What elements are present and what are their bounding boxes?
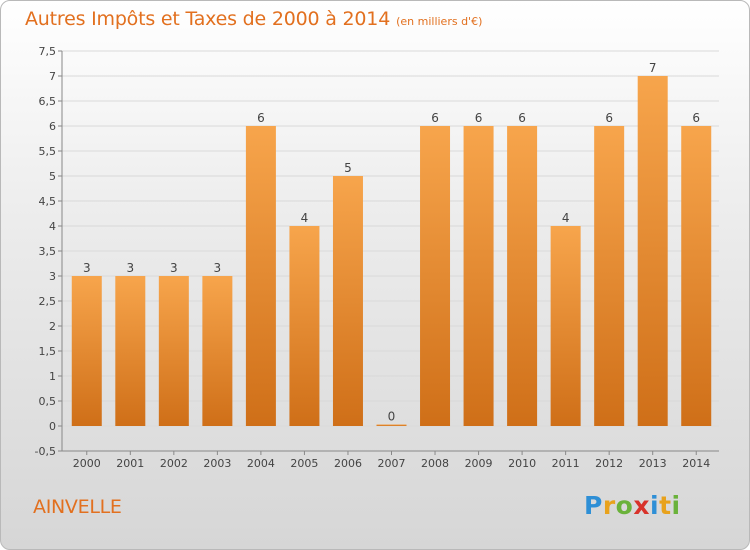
y-tick-label: 3,5 (39, 245, 57, 258)
y-tick-label: 1 (49, 370, 56, 383)
x-tick-label: 2006 (334, 457, 362, 470)
x-tick-label: 2013 (639, 457, 667, 470)
bar (681, 126, 712, 426)
x-tick-label: 2002 (160, 457, 188, 470)
data-label: 3 (170, 261, 178, 275)
data-label: 3 (214, 261, 222, 275)
x-tick-label: 2004 (247, 457, 275, 470)
proxiti-logo: Proxiti (584, 491, 681, 520)
data-label: 0 (388, 410, 396, 424)
data-label: 3 (83, 261, 91, 275)
bar (637, 76, 668, 426)
y-tick-label: 7 (49, 70, 56, 83)
y-tick-label: 2 (49, 320, 56, 333)
bar (71, 276, 102, 426)
y-tick-label: 0,5 (39, 395, 57, 408)
x-tick-label: 2014 (682, 457, 710, 470)
bar (507, 126, 538, 426)
y-tick-labels: -0,5 0 0,5 1 1,5 2 2,5 3 3,5 4 4,5 5 5,5 6 6,5 7 7,5 (35, 45, 56, 458)
x-tick-label: 2008 (421, 457, 449, 470)
bar (550, 226, 581, 426)
axes (58, 50, 719, 455)
x-tick-label: 2009 (465, 457, 493, 470)
x-tick-label: 2007 (378, 457, 406, 470)
bar (158, 276, 189, 426)
y-tick-label: -0,5 (35, 445, 56, 458)
x-tick-label: 2011 (552, 457, 580, 470)
y-tick-label: 4 (49, 220, 56, 233)
bar (420, 126, 451, 426)
logo-letter: i (671, 491, 681, 520)
bar (289, 226, 320, 426)
y-tick-label: 1,5 (39, 345, 57, 358)
logo-letter: t (659, 491, 672, 520)
data-label: 3 (126, 261, 134, 275)
data-label: 4 (301, 211, 309, 225)
data-label: 6 (518, 111, 526, 125)
bar (245, 126, 276, 426)
x-tick-label: 2010 (508, 457, 536, 470)
bar (115, 276, 146, 426)
data-label: 6 (692, 111, 700, 125)
y-tick-label: 5,5 (39, 145, 57, 158)
x-tick-label: 2003 (203, 457, 231, 470)
x-tick-label: 2012 (595, 457, 623, 470)
bar (463, 126, 494, 426)
y-tick-label: 0 (49, 420, 56, 433)
y-tick-label: 7,5 (39, 45, 57, 58)
x-tick-label: 2005 (290, 457, 318, 470)
data-label: 6 (257, 111, 265, 125)
y-tick-label: 4,5 (39, 195, 57, 208)
y-tick-label: 3 (49, 270, 56, 283)
bar (376, 424, 407, 426)
logo-letter: x (633, 491, 650, 520)
chart-title-block: Autres Impôts et Taxes de 2000 à 2014 (en… (25, 8, 482, 30)
y-tick-label: 5 (49, 170, 56, 183)
data-label: 6 (431, 111, 439, 125)
y-tick-label: 2,5 (39, 295, 57, 308)
chart-unit: (en milliers d'€) (396, 15, 483, 28)
data-label: 6 (605, 111, 613, 125)
bars (71, 76, 712, 426)
data-labels: 3 3 3 3 6 4 5 0 6 6 6 4 6 7 6 (83, 61, 700, 424)
data-label: 5 (344, 161, 352, 175)
x-tick-labels: 2000 2001 2002 2003 2004 2005 2006 2007 2008 2009… (73, 457, 710, 470)
bar (594, 126, 625, 426)
x-tick-label: 2000 (73, 457, 101, 470)
logo-letter: i (650, 491, 660, 520)
data-label: 6 (475, 111, 483, 125)
bar (332, 176, 363, 426)
chart-title: Autres Impôts et Taxes de 2000 à 2014 (25, 8, 391, 30)
logo-letter: r (602, 491, 616, 520)
y-tick-label: 6 (49, 120, 56, 133)
y-tick-label: 6,5 (39, 95, 57, 108)
data-label: 7 (649, 61, 657, 75)
data-label: 4 (562, 211, 570, 225)
x-tick-label: 2001 (116, 457, 144, 470)
logo-letter: o (615, 491, 634, 520)
town-name: AINVELLE (33, 496, 122, 518)
logo-letter: P (584, 491, 603, 520)
bar (202, 276, 233, 426)
